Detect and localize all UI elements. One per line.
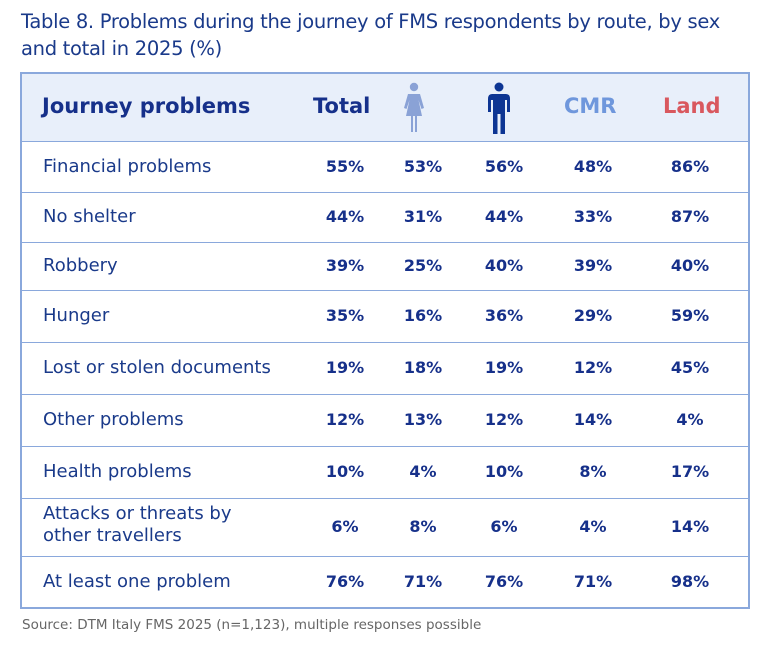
cell-male: 6% <box>490 517 518 536</box>
row-label: Health problems <box>43 461 192 482</box>
cell-female: 16% <box>403 306 443 325</box>
table-title: Table 8. Problems during the journey of … <box>21 10 720 60</box>
cell-female: 53% <box>403 157 443 176</box>
table-row: Lost or stolen documents 19% 18% 19% 12% 45% <box>22 342 748 395</box>
cell-land: 98% <box>670 572 710 591</box>
table-row: At least one problem 76% 71% 76% 71% 98% <box>22 556 748 607</box>
table-row: Hunger 35% 16% 36% 29% 59% <box>22 290 748 343</box>
cell-cmr: 14% <box>573 410 613 429</box>
row-label: Hunger <box>43 305 110 326</box>
cell-male: 36% <box>484 306 524 325</box>
table-header: Journey problems Total CMR Land <box>22 74 748 142</box>
female-icon <box>404 82 424 132</box>
cell-total: 39% <box>325 256 365 275</box>
row-label: Other problems <box>43 409 184 430</box>
table-row: Health problems 10% 4% 10% 8% 17% <box>22 446 748 499</box>
row-label: Lost or stolen documents <box>43 357 271 378</box>
cell-total: 12% <box>325 410 365 429</box>
cell-land: 17% <box>670 462 710 481</box>
cell-cmr: 12% <box>573 358 613 377</box>
cell-land: 40% <box>670 256 710 275</box>
journey-problems-table: Journey problems Total CMR Land Financia… <box>20 72 750 609</box>
cell-female: 18% <box>403 358 443 377</box>
table-row: Robbery 39% 25% 40% 39% 40% <box>22 242 748 291</box>
cell-total: 76% <box>325 572 365 591</box>
cell-total: 19% <box>325 358 365 377</box>
table-row: Financial problems 55% 53% 56% 48% 86% <box>22 141 748 193</box>
row-label: Robbery <box>43 255 118 276</box>
cell-female: 4% <box>409 462 437 481</box>
cell-female: 8% <box>409 517 437 536</box>
cell-cmr: 39% <box>573 256 613 275</box>
table-row: No shelter 44% 31% 44% 33% 87% <box>22 192 748 243</box>
cell-male: 40% <box>484 256 524 275</box>
header-total: Total <box>313 94 371 118</box>
cell-land: 87% <box>670 207 710 226</box>
source-note: Source: DTM Italy FMS 2025 (n=1,123), mu… <box>22 617 482 633</box>
male-icon <box>488 82 510 134</box>
cell-cmr: 33% <box>573 207 613 226</box>
header-cmr: CMR <box>564 94 617 118</box>
cell-male: 76% <box>484 572 524 591</box>
cell-male: 10% <box>484 462 524 481</box>
row-label: Financial problems <box>43 156 212 177</box>
cell-cmr: 71% <box>573 572 613 591</box>
cell-male: 44% <box>484 207 524 226</box>
cell-land: 4% <box>676 410 704 429</box>
cell-male: 12% <box>484 410 524 429</box>
cell-total: 6% <box>331 517 359 536</box>
cell-male: 19% <box>484 358 524 377</box>
cell-female: 71% <box>403 572 443 591</box>
cell-total: 35% <box>325 306 365 325</box>
cell-total: 44% <box>325 207 365 226</box>
cell-total: 10% <box>325 462 365 481</box>
cell-female: 25% <box>403 256 443 275</box>
row-label: At least one problem <box>43 571 231 592</box>
row-label: Attacks or threats by other travellers <box>43 503 232 546</box>
table-row: Attacks or threats by other travellers 6%… <box>22 498 748 557</box>
cell-land: 45% <box>670 358 710 377</box>
table-row: Other problems 12% 13% 12% 14% 4% <box>22 394 748 447</box>
cell-land: 59% <box>670 306 710 325</box>
cell-female: 31% <box>403 207 443 226</box>
cell-total: 55% <box>325 157 365 176</box>
cell-land: 86% <box>670 157 710 176</box>
row-label: No shelter <box>43 206 136 227</box>
cell-female: 13% <box>403 410 443 429</box>
header-journey-problems: Journey problems <box>42 94 251 118</box>
cell-cmr: 29% <box>573 306 613 325</box>
cell-land: 14% <box>670 517 710 536</box>
cell-cmr: 4% <box>579 517 607 536</box>
cell-cmr: 48% <box>573 157 613 176</box>
header-land: Land <box>663 94 721 118</box>
cell-male: 56% <box>484 157 524 176</box>
cell-cmr: 8% <box>579 462 607 481</box>
